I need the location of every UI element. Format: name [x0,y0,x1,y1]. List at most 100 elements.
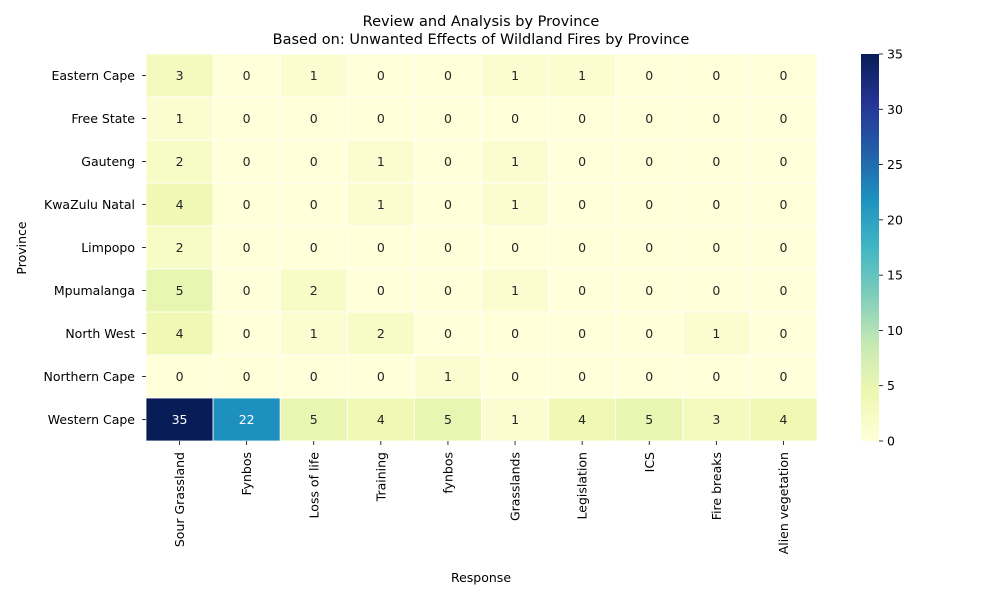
cell-value-label: 0 [511,369,519,384]
cell-value-label: 3 [712,412,720,427]
heatmap-cell [749,354,818,399]
heatmap-cell [145,139,214,184]
y-tick-labels: Eastern Cape Free State Gauteng KwaZulu Nat… [44,68,146,427]
heatmap-cell [481,354,549,399]
cell-value-label: 0 [712,154,720,169]
cell-value-label: 1 [444,369,452,384]
cell-value-label: 0 [578,326,586,341]
cell-value-label: 5 [444,412,452,427]
cell-value-label: 0 [578,154,586,169]
heatmap-cell [548,397,617,442]
cell-value-label: 0 [578,111,586,126]
heatmap-cell [548,96,617,141]
cell-value-label: 0 [712,111,720,126]
y-tick-label: Limpopo [81,240,135,255]
x-tick-label: Fynbos [239,452,254,495]
cell-value-label: 2 [377,326,385,341]
cell-value-label: 0 [377,111,385,126]
cell-value-label: 0 [645,240,653,255]
cell-value-label: 0 [645,283,653,298]
heatmap-cell [615,397,684,442]
cell-value-label: 4 [377,412,385,427]
heatmap-cell [682,96,751,141]
colorbar [861,54,879,441]
cell-value-label: 0 [712,369,720,384]
cell-value-label: 1 [712,326,720,341]
cell-value-label: 0 [645,369,653,384]
cell-value-label: 1 [511,197,519,212]
heatmap-cell [346,96,415,141]
colorbar-tick-label: 30 [887,102,903,117]
heatmap-cell [346,268,415,313]
cell-value-label: 0 [377,68,385,83]
x-tick-label: Grasslands [508,452,523,521]
y-tick-label: KwaZulu Natal [44,197,135,212]
cell-value-label: 4 [578,412,586,427]
cell-value-label: 1 [511,154,519,169]
heatmap-cell [548,139,617,184]
cell-value-label: 1 [377,154,385,169]
x-tick-label: Legislation [575,452,590,519]
cell-value-label: 1 [310,326,318,341]
heatmap-cell [682,268,751,313]
x-tick-label: Sour Grassland [172,452,187,547]
heatmap-cell [749,182,818,227]
colorbar-tick-label: 25 [887,157,903,172]
cell-value-label: 0 [779,326,787,341]
colorbar-tick-label: 15 [887,268,903,283]
cell-value-label: 0 [712,283,720,298]
cell-value-label: 0 [444,68,452,83]
cell-value-label: 5 [176,283,184,298]
cell-value-label: 5 [310,412,318,427]
x-axis-label: Response [451,570,511,585]
cell-value-label: 0 [712,197,720,212]
cell-value-label: 4 [176,326,184,341]
heatmap-cell [212,53,281,98]
x-tick-label: ICS [642,452,657,472]
cell-value-label: 3 [176,68,184,83]
y-tick-label: North West [65,326,135,341]
cell-value-label: 0 [310,154,318,169]
heatmap-cell [413,139,482,184]
colorbar-tick-label: 5 [887,378,895,393]
y-tick-label: Western Cape [48,412,136,427]
chart-subtitle: Based on: Unwanted Effects of Wildland F… [273,32,690,48]
y-tick-label: Eastern Cape [52,68,136,83]
heatmap-cell [682,397,751,442]
heatmap-cell [749,53,818,98]
heatmap-cell [548,354,617,399]
cell-value-label: 1 [511,283,519,298]
heatmap-cell [346,53,415,98]
heatmap-cell [615,354,684,399]
x-tick-labels: Sour Grassland Fynbos Loss of life Training… [172,441,791,554]
x-tick-label: Loss of life [306,452,321,519]
cell-value-label: 1 [511,412,519,427]
heatmap-cell [145,53,214,98]
heatmap-cell [145,311,214,356]
heatmap-cell [749,397,818,442]
heatmap-cell [682,139,751,184]
cell-value-label: 35 [172,412,188,427]
cell-value-label: 0 [243,369,251,384]
cell-value-label: 0 [243,326,251,341]
heatmap-cell [212,225,281,270]
cell-value-label: 0 [779,154,787,169]
cell-value-label: 0 [243,197,251,212]
heatmap-cell [279,53,348,98]
heatmap-cell [413,354,482,399]
heatmap-cell [749,139,818,184]
colorbar-ticks: 0 5 10 15 20 25 30 35 [879,47,903,449]
cell-value-label: 4 [176,197,184,212]
cell-value-label: 0 [243,240,251,255]
heatmap-cell [279,225,348,270]
heatmap-cell [682,182,751,227]
heatmap-cell [682,311,751,356]
heatmap-cell [548,311,617,356]
heatmap-cell [548,225,617,270]
colorbar-tick-label: 20 [887,212,903,227]
heatmap-cell [212,139,281,184]
cell-value-label: 0 [310,111,318,126]
cell-value-label: 0 [645,326,653,341]
heatmap-cell [279,139,348,184]
cell-value-label: 0 [779,283,787,298]
